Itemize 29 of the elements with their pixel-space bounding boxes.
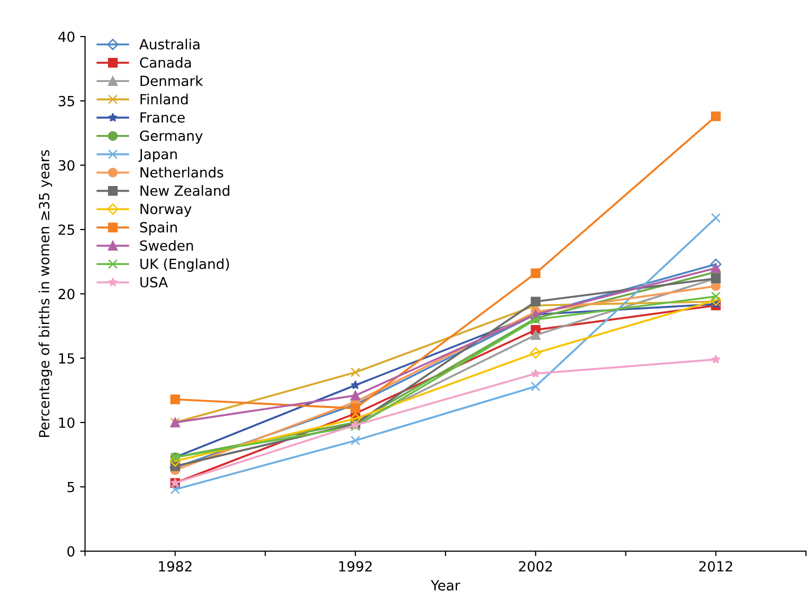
x-tick-label: 1992 — [339, 561, 372, 572]
legend-label: Norway — [140, 204, 192, 217]
y-axis-title: Percentage of births in women ≥35 years — [38, 150, 52, 437]
legend-label: Germany — [140, 130, 203, 144]
legend-label: Japan — [138, 148, 177, 162]
legend-label: Finland — [140, 94, 188, 104]
x-tick-label: 2012 — [699, 561, 732, 572]
y-tick-label: 10 — [59, 417, 74, 428]
legend-label: Netherlands — [140, 166, 224, 178]
y-tick-label: 40 — [58, 32, 74, 42]
legend-label: Denmark — [140, 75, 204, 86]
y-tick-label: 35 — [58, 96, 74, 106]
x-tick-label: 2002 — [518, 561, 552, 572]
y-tick-label: 5 — [68, 482, 74, 492]
legend-label: Australia — [139, 38, 200, 50]
x-tick-label: 1982 — [159, 561, 192, 572]
y-tick-label: 20 — [58, 288, 74, 300]
legend-label: New Zealand — [140, 185, 230, 196]
legend-label: UK (England) — [140, 258, 229, 272]
legend-label: USA — [140, 276, 168, 288]
legend-label: Spain — [140, 222, 177, 236]
y-tick-label: 25 — [58, 224, 74, 235]
legend-label: Sweden — [140, 240, 193, 251]
x-axis-title: Year — [430, 580, 460, 591]
y-tick-label: 15 — [59, 353, 74, 364]
y-tick-label: 0 — [67, 546, 74, 557]
legend-label: Canada — [140, 57, 191, 68]
legend-label: France — [140, 112, 185, 123]
y-tick-label: 30 — [58, 160, 74, 171]
